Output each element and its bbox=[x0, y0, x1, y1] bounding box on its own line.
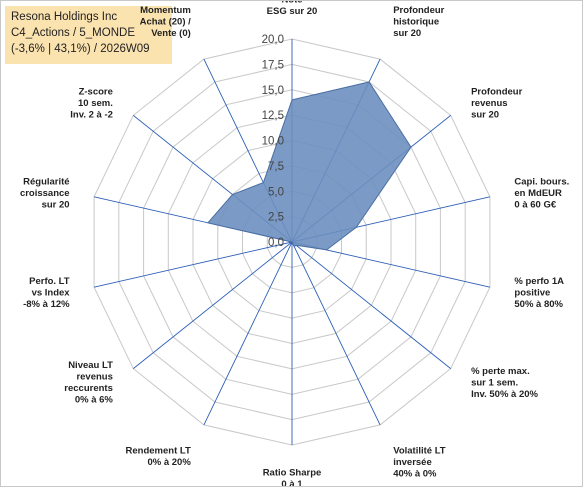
axis-label: Capi. bours. en MdEUR 0 à 60 G€ bbox=[514, 176, 569, 210]
data-point bbox=[368, 81, 370, 83]
tick-label: 10,0 bbox=[262, 136, 284, 148]
title-line-1: Resona Holdings Inc bbox=[11, 11, 118, 23]
data-point bbox=[231, 193, 233, 195]
axis-label: Volatilité LT inversée 40% à 0% bbox=[393, 445, 446, 479]
axis-label: Ratio Sharpe 0 à 1 bbox=[263, 468, 322, 487]
tick-label: 17,5 bbox=[262, 59, 284, 71]
data-point bbox=[262, 181, 264, 183]
tick-label: 7,5 bbox=[268, 161, 284, 173]
data-point bbox=[291, 99, 293, 101]
axis-spoke bbox=[93, 241, 293, 288]
tick-label: 15,0 bbox=[262, 85, 284, 97]
data-point bbox=[207, 222, 209, 224]
axis-label: Profondeur historique sur 20 bbox=[393, 5, 444, 39]
tick-label: 12,5 bbox=[262, 110, 284, 122]
axis-spoke bbox=[133, 241, 293, 369]
data-point bbox=[355, 226, 357, 228]
axis-label: % perfo 1A positive 50% à 80% bbox=[514, 276, 564, 310]
data-point bbox=[293, 245, 295, 247]
axis-label: % perte max. sur 1 sem. Inv. 50% à 20% bbox=[471, 366, 538, 400]
axis-spoke bbox=[203, 241, 293, 426]
title-line-3: (-3,6% | 43,1%) / 2026W09 bbox=[11, 43, 150, 55]
data-series-area bbox=[206, 81, 412, 251]
data-point bbox=[291, 241, 293, 243]
title-line-2: C4_Actions / 5_MONDE bbox=[11, 27, 135, 39]
axis-label: Perfo. LT vs Index -8% à 12% bbox=[23, 276, 70, 310]
tick-label: 5,0 bbox=[268, 186, 284, 198]
tick-label: 0,0 bbox=[268, 237, 284, 249]
title-box: Resona Holdings Inc C4_Actions / 5_MONDE… bbox=[5, 6, 172, 64]
axis-label: Régularité croissance sur 20 bbox=[20, 176, 70, 210]
data-point bbox=[410, 146, 412, 148]
axis-spoke bbox=[291, 241, 451, 369]
axis-label: NoteESG sur 20 bbox=[267, 1, 318, 17]
axis-label: Profondeur revenus sur 20 bbox=[471, 87, 522, 121]
axis-spoke bbox=[291, 241, 381, 426]
axis-label: Z-score 10 sem. Inv. 2 à -2 bbox=[70, 87, 113, 121]
tick-label: 2,5 bbox=[268, 212, 284, 224]
axis-label: Rendement LT 0% à 20% bbox=[126, 445, 192, 468]
data-point bbox=[325, 249, 327, 251]
tick-label: 20,0 bbox=[262, 34, 284, 46]
axis-label: Momentum Achat (20) / Vente (0) bbox=[140, 5, 192, 39]
axis-label: Niveau LT revenus reccurents 0% à 6% bbox=[64, 360, 113, 406]
